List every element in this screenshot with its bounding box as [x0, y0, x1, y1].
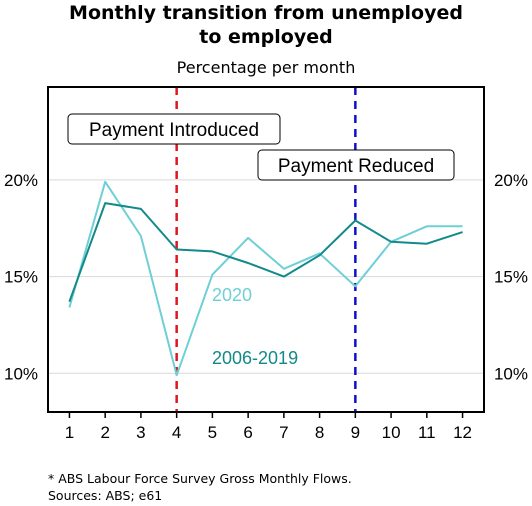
y-axis-ticks: 10% 10% 15% 15% 20% 20% — [4, 171, 528, 383]
series-line — [68, 180, 463, 377]
x-tick-label: 8 — [315, 423, 324, 442]
annotation-box — [67, 113, 281, 145]
x-tick-label: 11 — [418, 423, 436, 442]
y-tick-label-left: 20% — [4, 171, 38, 190]
x-tick-label: 3 — [136, 423, 145, 442]
y-tick-label-left: 10% — [4, 364, 38, 383]
plot-frame — [47, 86, 485, 413]
x-tick-label: 2 — [100, 423, 109, 442]
chart-subtitle: Percentage per month — [177, 58, 356, 77]
x-tick-label: 7 — [279, 423, 288, 442]
x-tick-label: 6 — [243, 423, 252, 442]
series-label: 2020 — [212, 285, 252, 305]
series-labels: 2020 2006-2019 — [212, 285, 298, 368]
footnote: * ABS Labour Force Survey Gross Monthly … — [48, 471, 352, 486]
annotation-label: Payment Introduced — [89, 120, 259, 141]
y-tick-label-left: 15% — [4, 268, 38, 287]
x-tick-label: 4 — [172, 423, 181, 442]
series-lines — [68, 180, 463, 377]
reference-lines — [175, 87, 357, 412]
y-tick-label-right: 10% — [494, 364, 528, 383]
annotation-box — [257, 149, 455, 181]
series-label: 2006-2019 — [212, 348, 298, 368]
x-tick-label: 9 — [351, 423, 360, 442]
chart-title-line2: to employed — [199, 26, 332, 48]
y-tick-label-right: 15% — [494, 268, 528, 287]
annotations: Payment Introduced Payment Reduced — [67, 113, 455, 181]
x-tick-label: 5 — [208, 423, 217, 442]
series-line — [68, 202, 463, 303]
annotation-label: Payment Reduced — [278, 156, 434, 177]
chart-title-line1: Monthly transition from unemployed — [69, 2, 463, 24]
gridlines — [48, 179, 484, 374]
sources-note: Sources: ABS; e61 — [48, 488, 163, 503]
y-tick-label-right: 20% — [494, 171, 528, 190]
x-tick-label: 10 — [382, 423, 401, 442]
x-axis-ticks: 1 2 3 4 5 6 7 8 9 10 11 12 — [65, 412, 472, 442]
x-tick-label: 12 — [453, 423, 472, 442]
x-tick-label: 1 — [65, 423, 74, 442]
